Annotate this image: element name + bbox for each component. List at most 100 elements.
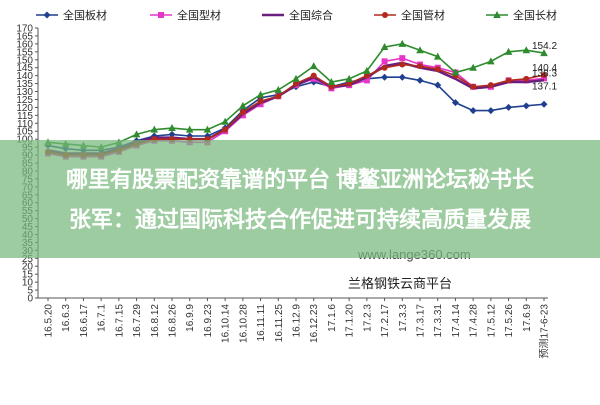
data-point [275,93,282,100]
y-tick-label: 150 [16,55,33,66]
legend-label: 全国板材 [63,8,107,22]
y-tick-label: 15 [22,270,34,281]
x-tick-label: 16.7.1 [97,304,108,332]
data-point [451,99,459,107]
data-point [434,66,441,73]
x-tick-label: 16.9.9 [185,304,196,332]
legend-entry: 全国管材 [374,8,445,22]
x-tick-label: 16.11.25 [274,304,285,343]
legend-label: 全国综合 [289,8,333,22]
data-point [256,90,265,98]
x-tick-label: 17.1.6 [327,304,338,332]
data-point [168,130,176,138]
data-point [168,124,176,132]
x-tick-label: 17.4.28 [469,304,480,338]
x-tick-label: 预测17-6-23 [538,304,551,359]
legend: 全国板材 全国型材 全国综合 全国管材 全国长材 [36,8,557,22]
overlay-banner: 哪里有股票配资靠谱的平台 博鳌亚洲论坛秘书长 张军：通过国际科技合作促进可持续高… [0,140,600,258]
x-tick-label: 16.12.23 [309,304,320,343]
y-tick-label: 170 [16,24,33,35]
data-point [416,76,424,84]
data-point [293,80,299,87]
data-point [505,77,512,84]
overlay-headline-line2: 张军：通过国际科技合作促进可持续高质量发展 [68,207,531,232]
data-point [328,83,335,90]
y-tick-label: 125 [16,95,33,106]
data-point [381,58,388,65]
y-tick-label: 120 [16,103,33,114]
legend-label: 全国型材 [177,8,221,22]
x-tick-label: 17.1.20 [345,304,356,338]
x-tick-label: 16.5.20 [44,304,55,338]
data-point [203,125,212,133]
y-tick-label: 135 [16,79,33,90]
x-tick-label: 17.3.3 [398,304,409,332]
legend-swatch-marker [43,11,51,19]
y-tick-label: 145 [16,63,33,74]
y-tick-label: 0 [27,294,33,305]
x-tick-label: 16.6.17 [79,304,90,338]
data-point [221,117,229,125]
end-value-label: 138.3 [532,68,557,79]
data-point [292,74,300,82]
data-point [470,83,477,90]
x-tick-label: 17.5.26 [504,304,515,338]
data-point [522,46,531,54]
x-tick-label: 17.6.9 [522,304,533,332]
series-5 [44,39,548,151]
data-point [257,101,264,108]
end-value-label: 140.4 [532,63,557,74]
legend-swatch-marker [493,11,501,18]
x-tick-label: 16.11.11 [256,304,267,342]
x-tick-label: 17.3.17 [416,304,427,338]
legend-swatch-marker [158,12,164,18]
data-point [469,63,477,71]
data-point [416,46,424,54]
data-point [363,66,371,74]
data-point [185,125,194,133]
data-point [504,47,513,55]
y-tick-label: 110 [17,119,33,130]
x-tick-label: 16.7.15 [114,304,125,338]
y-tick-label: 130 [16,87,33,98]
data-point [363,77,370,84]
data-point [522,102,530,110]
data-point [540,49,548,57]
y-tick-label: 155 [16,47,33,58]
x-tick-label: 16.12.9 [292,304,303,338]
data-point [310,75,317,82]
x-tick-label: 16.10.14 [221,304,232,343]
series-line [47,43,545,148]
legend-label: 全国管材 [401,8,445,22]
data-point [381,64,388,71]
x-tick-label: 16.10.28 [238,304,249,343]
data-point [327,78,336,85]
data-point [309,62,318,70]
data-point [399,61,406,68]
x-tick-label: 16.8.12 [150,304,161,338]
y-tick-label: 165 [16,31,33,42]
x-tick-label: 17.2.3 [362,304,373,332]
x-tick-label: 17.2.17 [380,304,391,338]
data-point [363,72,370,79]
x-tick-label: 17.5.12 [486,304,497,338]
data-point [523,75,530,82]
x-tick-label: 16.9.23 [203,304,214,338]
watermark-platform: 兰格钢铁云商平台 [348,276,453,291]
data-point [346,80,353,87]
y-tick-label: 20 [22,262,34,273]
legend-label: 全国长材 [513,8,557,22]
data-point [541,72,547,79]
data-point [150,125,159,133]
data-point [433,52,442,60]
data-point [469,107,477,115]
data-point [399,55,406,62]
y-tick-label: 140 [16,71,33,82]
x-tick-label: 16.7.29 [132,304,143,338]
data-point [487,107,495,115]
y-tick-label: 115 [17,111,33,122]
data-point [505,103,513,111]
end-value-label: 137.1 [532,81,557,92]
x-tick-label: 17.3.31 [433,304,444,338]
data-point [540,100,548,108]
